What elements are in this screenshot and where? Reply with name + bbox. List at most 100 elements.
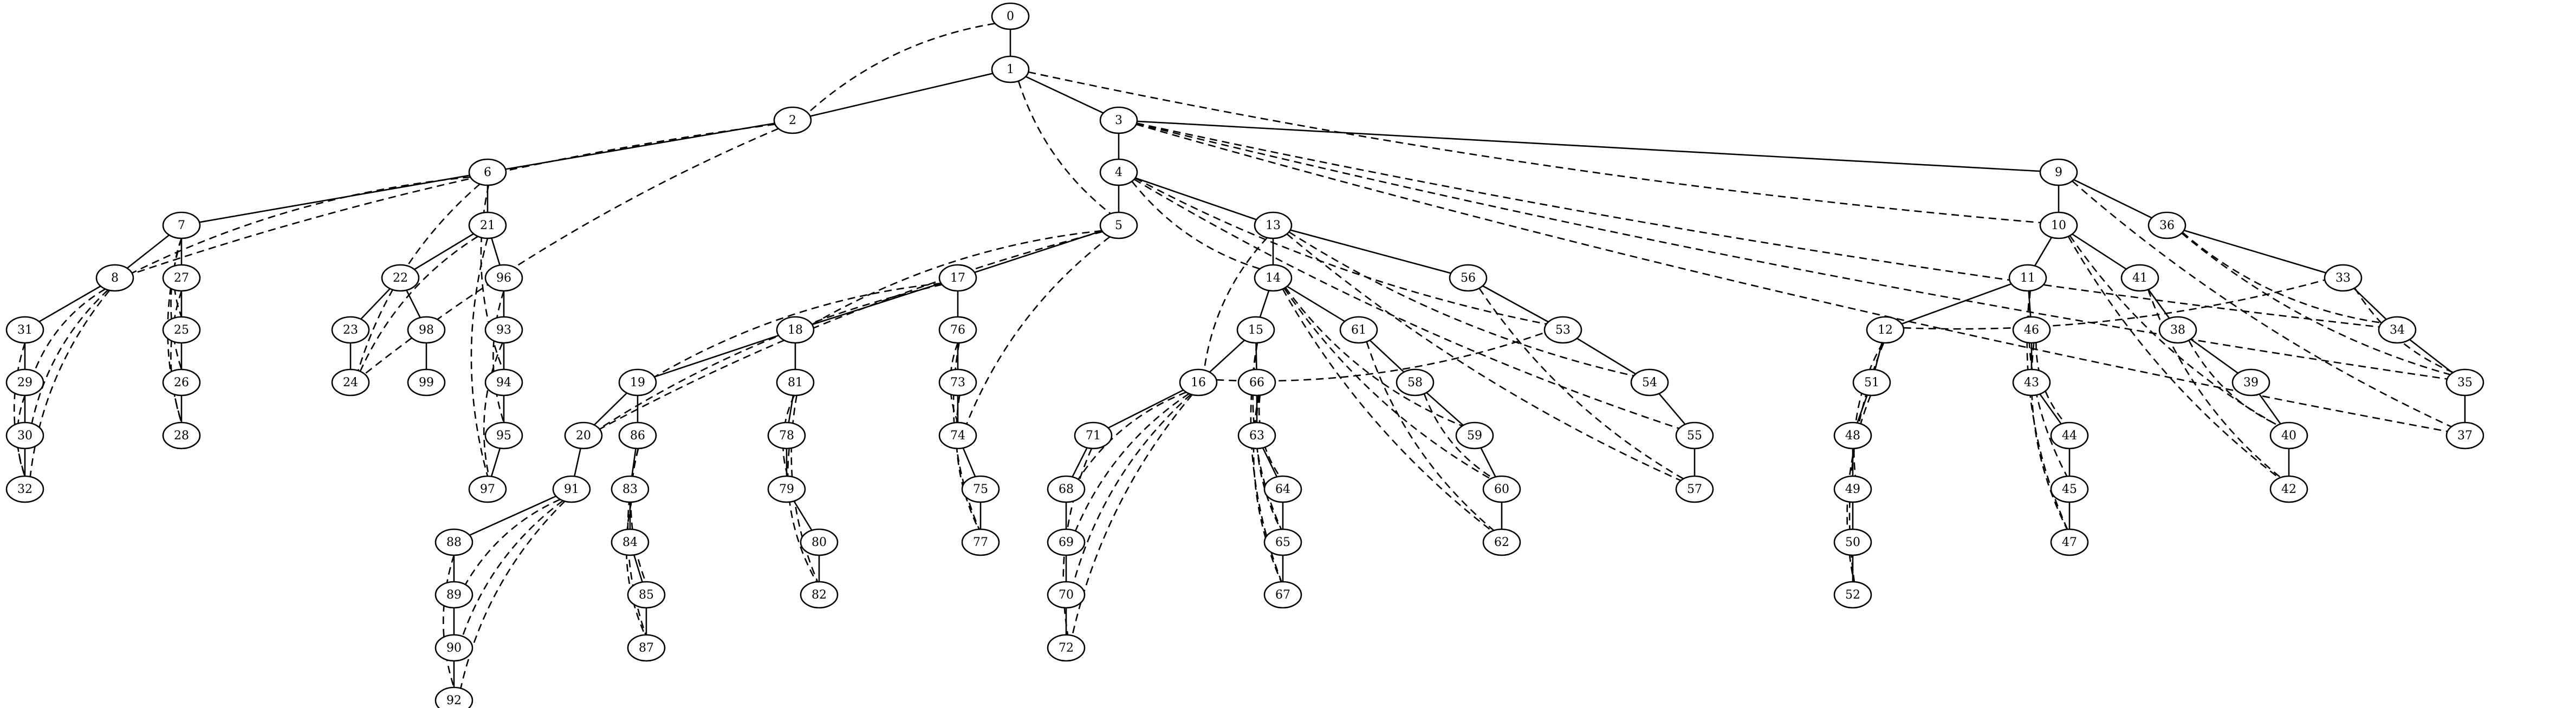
back-edge-4-53 — [1134, 177, 1547, 325]
back-edge-13-16 — [1203, 237, 1268, 371]
node-76: 76 — [938, 316, 977, 344]
back-edge-17-20 — [599, 284, 943, 430]
tree-edge-54-55 — [1658, 393, 1686, 425]
node-74-label: 74 — [950, 429, 965, 443]
back-edge-41-42 — [2147, 289, 2281, 478]
node-14-shape — [1254, 264, 1293, 292]
node-60: 60 — [1482, 475, 1521, 503]
node-50-label: 50 — [1845, 536, 1860, 549]
node-71-shape — [1074, 421, 1113, 450]
tree-edge-74-75 — [962, 447, 976, 477]
node-58: 58 — [1396, 368, 1435, 397]
node-86-label: 86 — [630, 429, 645, 443]
node-33: 33 — [2324, 264, 2363, 292]
node-66: 66 — [1237, 368, 1276, 397]
node-68-shape — [1047, 475, 1086, 503]
node-5: 5 — [1099, 211, 1138, 239]
node-1-shape — [991, 55, 1030, 83]
node-27-label: 27 — [174, 271, 189, 285]
node-45-shape — [2050, 475, 2089, 503]
node-8-label: 8 — [111, 271, 119, 285]
node-77-shape — [961, 528, 1000, 556]
node-95: 95 — [484, 421, 523, 450]
back-edge-13-57 — [1286, 233, 1682, 482]
node-64-label: 64 — [1275, 483, 1290, 496]
node-15-shape — [1236, 316, 1275, 344]
node-90: 90 — [434, 634, 473, 662]
node-28-shape — [162, 421, 201, 450]
node-94-shape — [484, 368, 523, 397]
node-78-shape — [767, 421, 806, 450]
node-34-label: 34 — [2390, 323, 2405, 337]
node-44-shape — [2050, 421, 2089, 450]
node-68: 68 — [1047, 475, 1086, 503]
node-27: 27 — [162, 264, 201, 292]
tree-edge-14-15 — [1259, 290, 1270, 318]
tree-edge-71-68 — [1072, 447, 1088, 477]
node-54-label: 54 — [1642, 376, 1657, 389]
tree-edge-7-8 — [126, 234, 170, 269]
node-26-shape — [162, 368, 201, 397]
tree-edge-19-20 — [593, 392, 628, 426]
node-37-label: 37 — [2457, 429, 2473, 443]
node-56-label: 56 — [1461, 271, 1476, 285]
node-0: 0 — [991, 2, 1030, 30]
node-88: 88 — [434, 528, 473, 556]
node-45: 45 — [2050, 475, 2089, 503]
back-edge-61-62 — [1366, 341, 1495, 531]
node-74: 74 — [938, 421, 977, 450]
node-5-shape — [1099, 211, 1138, 239]
node-83-shape — [611, 475, 650, 503]
node-93-label: 93 — [496, 323, 511, 337]
node-87: 87 — [627, 634, 666, 662]
node-46-shape — [2012, 316, 2051, 344]
node-82-shape — [800, 581, 839, 609]
node-50: 50 — [1833, 528, 1872, 556]
node-65-label: 65 — [1275, 536, 1290, 549]
node-20-label: 20 — [576, 429, 591, 443]
node-42-shape — [2269, 475, 2308, 503]
node-11-label: 11 — [2020, 271, 2035, 285]
node-41: 41 — [2120, 264, 2159, 292]
back-edge-8-32 — [29, 290, 111, 477]
node-62-label: 62 — [1494, 536, 1509, 549]
node-87-shape — [627, 634, 666, 662]
node-94-label: 94 — [496, 376, 511, 389]
node-35-shape — [2445, 368, 2484, 397]
node-21-label: 21 — [480, 219, 495, 232]
back-edge-71-72 — [1062, 448, 1093, 635]
tree-edge-4-13 — [1135, 177, 1257, 220]
node-8: 8 — [95, 264, 134, 292]
node-4-label: 4 — [1115, 166, 1122, 179]
node-16: 16 — [1179, 368, 1218, 397]
node-99-label: 99 — [419, 376, 434, 389]
node-18: 18 — [776, 316, 815, 344]
tree-edge-1-3 — [1025, 76, 1104, 114]
node-57-shape — [1675, 475, 1714, 503]
tree-edge-14-61 — [1287, 285, 1345, 322]
node-92-shape — [434, 686, 473, 708]
node-31-label: 31 — [17, 323, 33, 337]
node-44: 44 — [2050, 421, 2089, 450]
node-10: 10 — [2039, 211, 2078, 239]
node-14-label: 14 — [1266, 271, 1281, 285]
node-59: 59 — [1455, 421, 1494, 450]
node-78-label: 78 — [779, 429, 794, 443]
node-81-shape — [776, 368, 815, 397]
node-98: 98 — [407, 316, 446, 344]
back-edge-0-2 — [807, 23, 996, 114]
node-57: 57 — [1675, 475, 1714, 503]
node-67: 67 — [1263, 581, 1302, 609]
tree-edge-43-44 — [2039, 393, 2062, 425]
back-edge-91-92 — [460, 501, 566, 688]
node-49-label: 49 — [1845, 483, 1860, 496]
node-88-label: 88 — [446, 536, 462, 549]
node-69-label: 69 — [1059, 536, 1074, 549]
node-71-label: 71 — [1086, 429, 1101, 443]
node-35: 35 — [2445, 368, 2484, 397]
node-79-shape — [767, 475, 806, 503]
node-48-shape — [1833, 421, 1872, 450]
node-2-label: 2 — [789, 114, 796, 127]
node-19-label: 19 — [630, 376, 645, 389]
node-41-label: 41 — [2132, 271, 2147, 285]
